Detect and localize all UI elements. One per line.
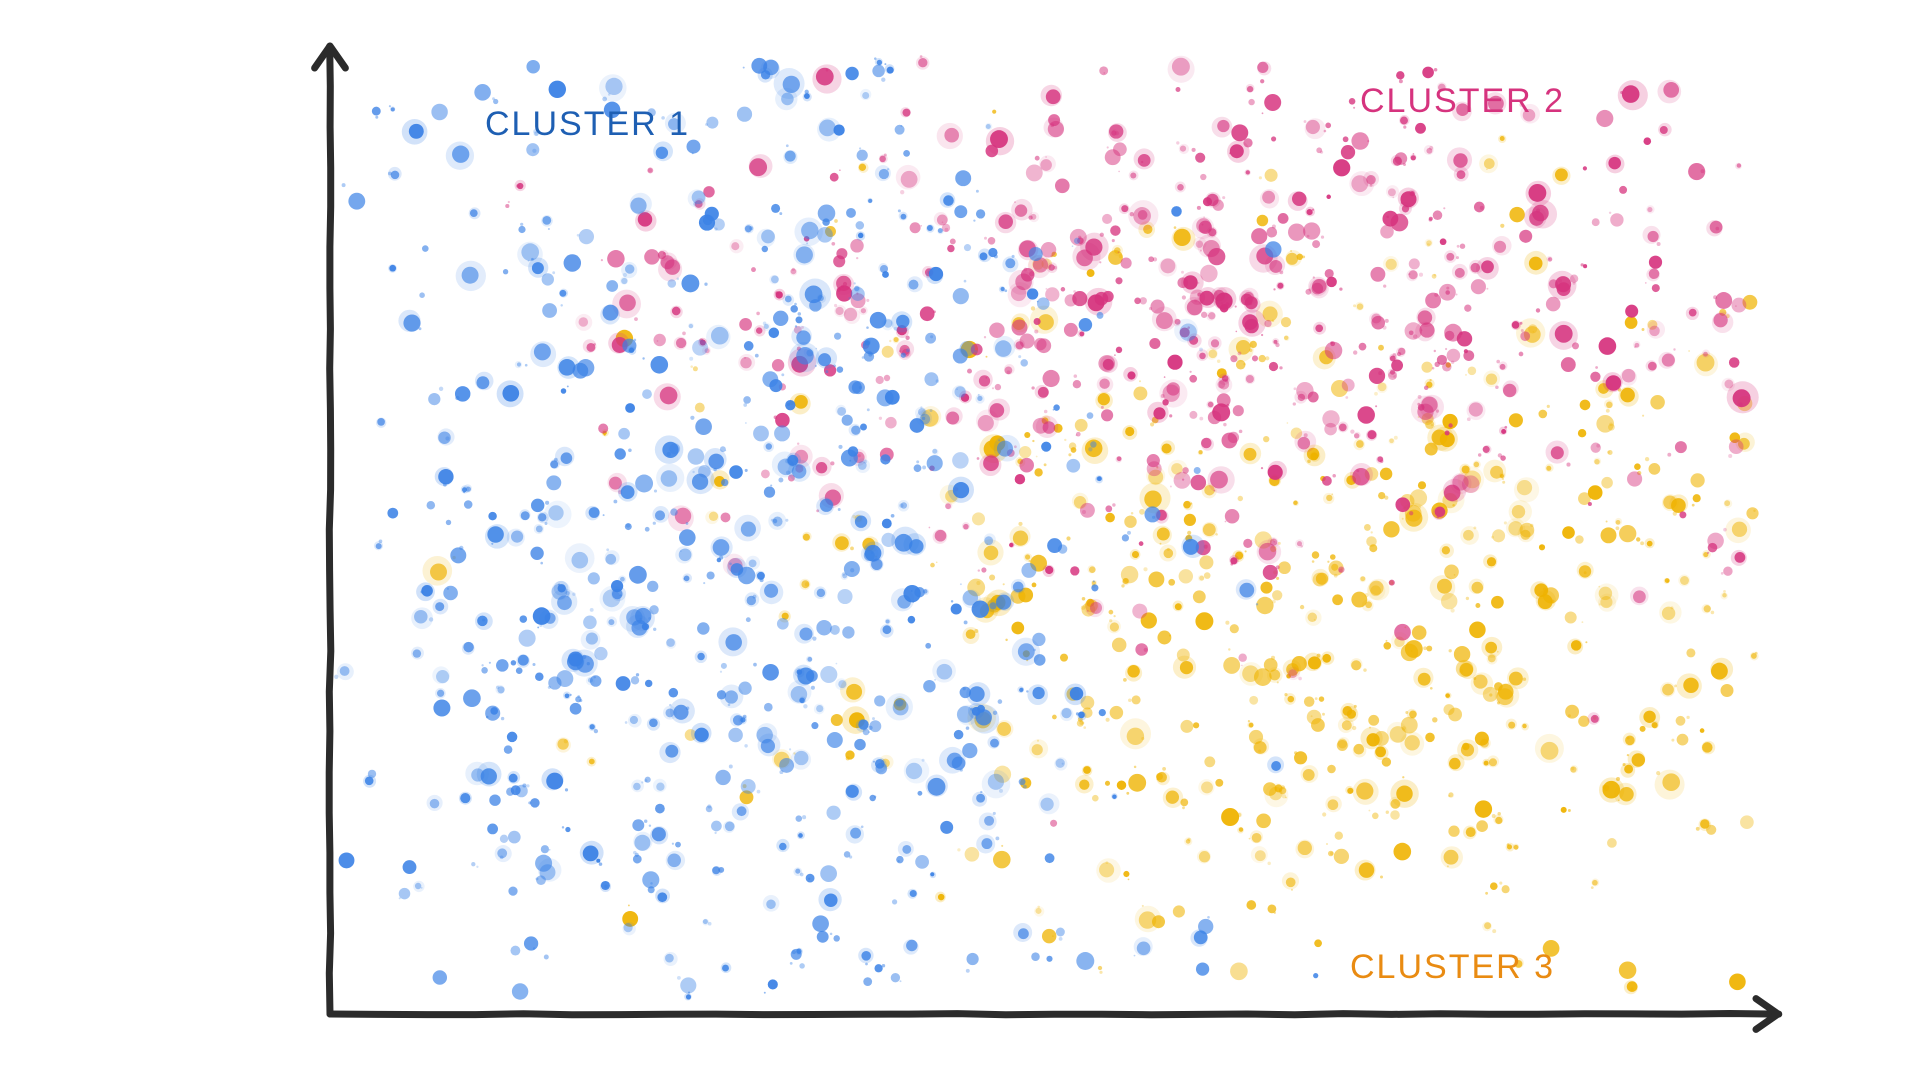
cluster-scatter-chart xyxy=(0,0,1920,1080)
cluster-1-label: CLUSTER 1 xyxy=(485,105,690,144)
axes xyxy=(315,46,1779,1029)
cluster-3-label: CLUSTER 3 xyxy=(1350,948,1555,987)
cluster1-points xyxy=(334,57,1318,1000)
cluster-2-label: CLUSTER 2 xyxy=(1360,82,1565,121)
